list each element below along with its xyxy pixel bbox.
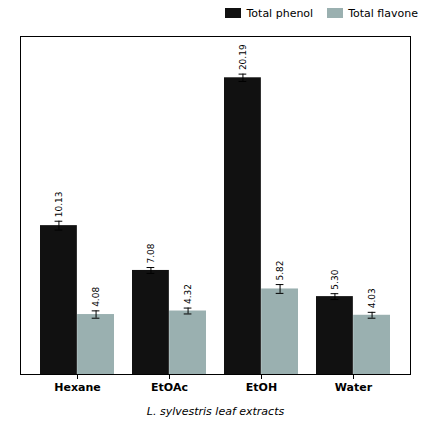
- svg-text:4.32: 4.32: [183, 284, 193, 304]
- svg-text:10.13: 10.13: [54, 191, 64, 217]
- svg-text:4.08: 4.08: [91, 287, 101, 307]
- svg-text:5.30: 5.30: [330, 269, 340, 289]
- html-text:Total flavone: Total flavone: [348, 6, 418, 20]
- html-text:Total phenol: Total phenol: [246, 6, 314, 20]
- svg-text:5.82: 5.82: [275, 261, 285, 281]
- svg-text:20.19: 20.19: [238, 44, 248, 70]
- svg-text:Hexane: Hexane: [54, 381, 100, 394]
- svg-text:L. sylvestris leaf extracts: L. sylvestris leaf extracts: [147, 405, 285, 418]
- svg-text:7.08: 7.08: [146, 243, 156, 263]
- svg-text:EtOAc: EtOAc: [151, 381, 188, 394]
- svg-text:EtOH: EtOH: [246, 381, 277, 394]
- svg-text:4.03: 4.03: [367, 288, 377, 308]
- svg-text:Water: Water: [335, 381, 373, 394]
